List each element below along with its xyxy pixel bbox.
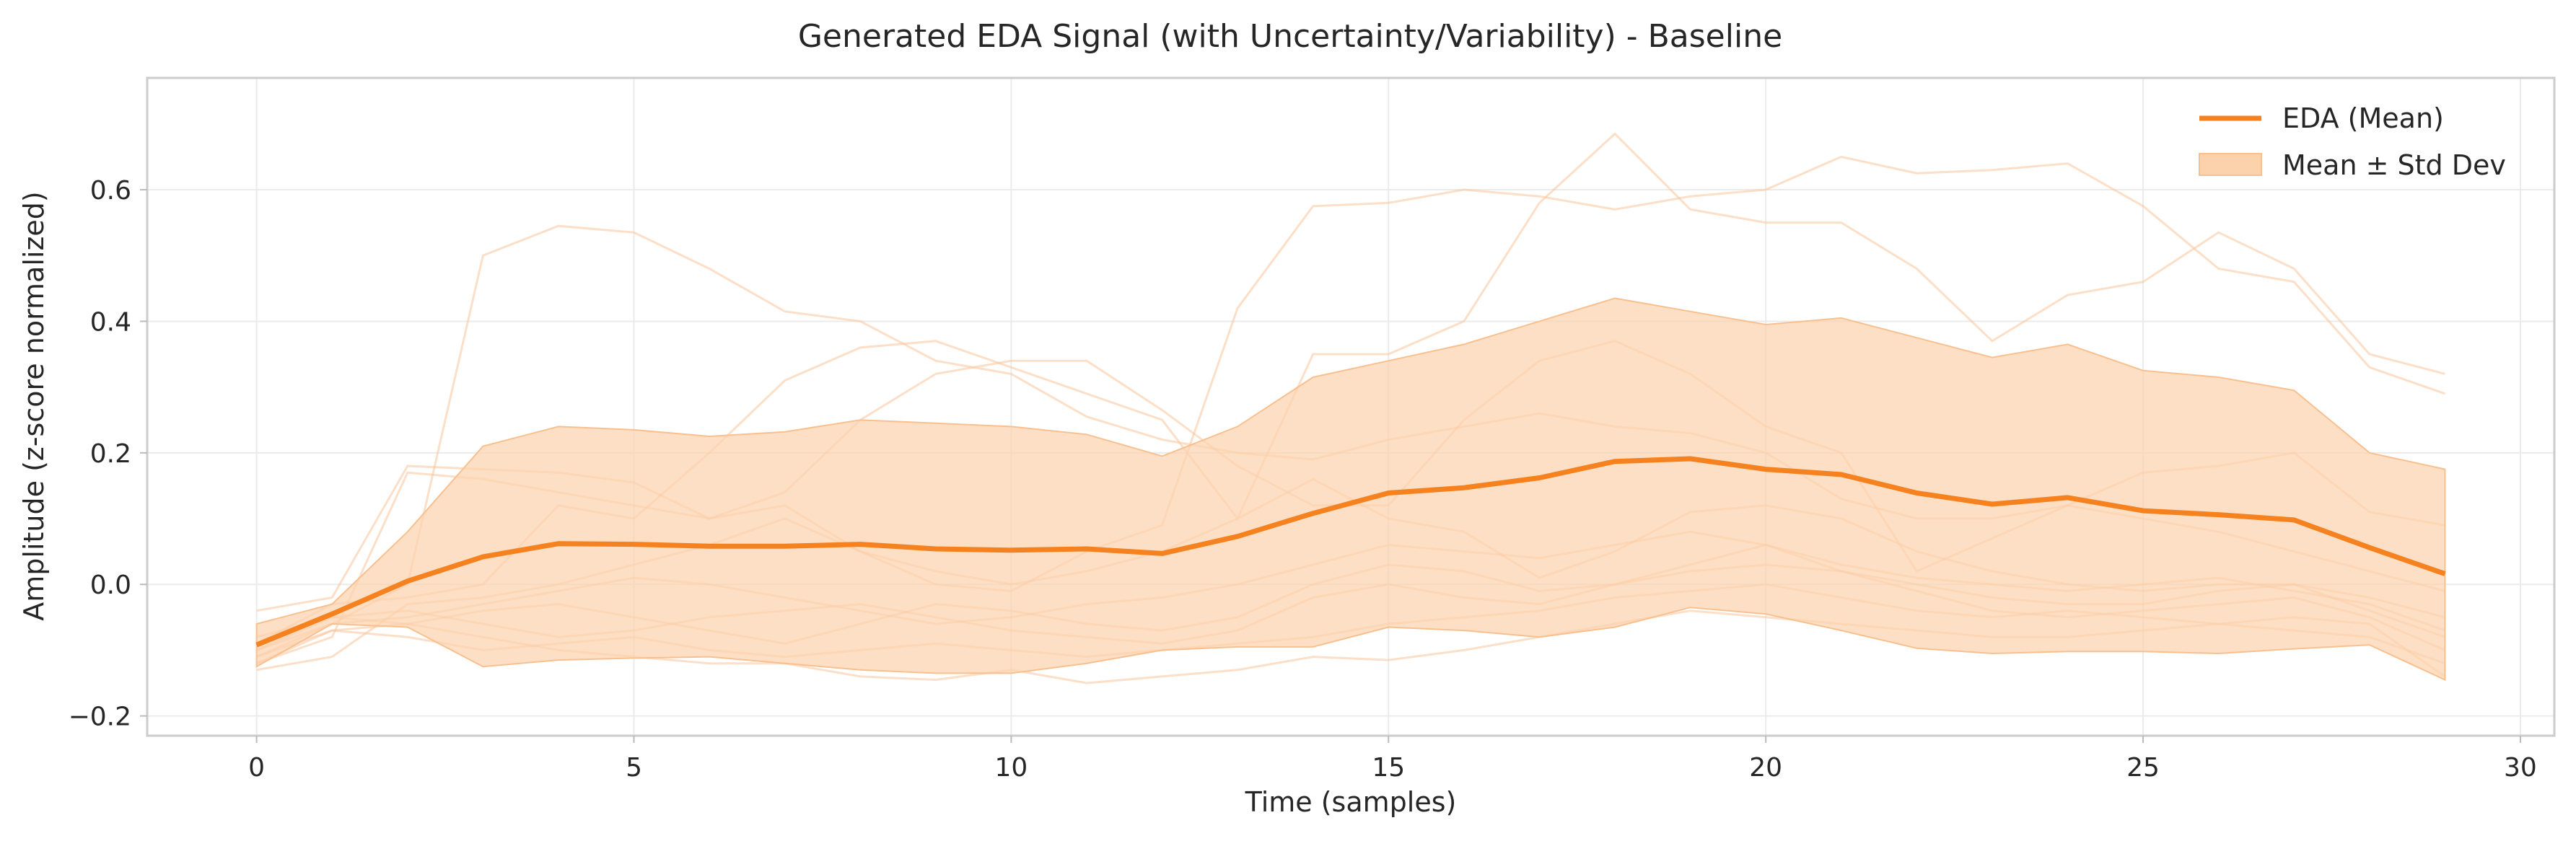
- y-tick-label: 0.4: [90, 307, 131, 337]
- legend-band-label: Mean ± Std Dev: [2282, 149, 2506, 181]
- std-dev-band: [255, 297, 2446, 682]
- legend: EDA (Mean) Mean ± Std Dev: [2199, 102, 2506, 181]
- y-tick-label: 0.0: [90, 571, 131, 600]
- y-tick-label: 0.2: [90, 439, 131, 469]
- x-tick-label: 5: [626, 753, 642, 783]
- legend-band-swatch: [2199, 153, 2262, 176]
- axis-ticks: 0 5 10 15 20 25 30 −0.2 0.0 0.2 0.4 0.6: [69, 176, 2537, 783]
- legend-mean-label: EDA (Mean): [2282, 102, 2444, 134]
- x-tick-label: 15: [1372, 753, 1405, 783]
- x-tick-label: 0: [248, 753, 265, 783]
- x-tick-label: 20: [1749, 753, 1782, 783]
- y-tick-label: −0.2: [69, 703, 131, 732]
- y-axis-label: Amplitude (z-score normalized): [18, 191, 50, 620]
- plot-frame: [146, 76, 2556, 737]
- mean-line: [255, 456, 2446, 648]
- y-tick-label: 0.6: [90, 176, 131, 206]
- x-tick-label: 30: [2504, 753, 2537, 783]
- chart-title: Generated EDA Signal (with Uncertainty/V…: [798, 18, 1782, 55]
- x-tick-label: 25: [2126, 753, 2160, 783]
- x-tick-label: 10: [994, 753, 1028, 783]
- x-axis-label: Time (samples): [1245, 786, 1457, 818]
